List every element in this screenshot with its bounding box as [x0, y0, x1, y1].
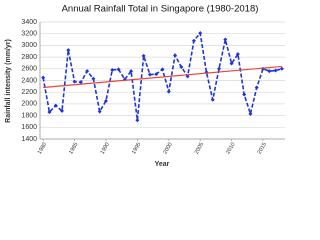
y-tick-label: 2600	[21, 66, 37, 73]
y-tick-label: 1800	[21, 112, 37, 119]
data-point	[97, 109, 102, 114]
data-point	[147, 72, 152, 77]
y-tick-label: 2400	[21, 77, 37, 84]
x-tick-label: 2015	[257, 142, 268, 156]
data-point	[160, 67, 165, 72]
y-tick-label: 1600	[21, 124, 37, 131]
data-point	[91, 76, 96, 81]
data-point	[103, 98, 108, 103]
page: {"chart_data": {"type": "line", "title":…	[4, 3, 285, 168]
x-tick-label: 1980	[37, 142, 48, 156]
data-point	[129, 69, 134, 74]
trend-line	[43, 65, 282, 89]
data-point	[248, 111, 253, 116]
chart: Annual Rainfall Total in Singapore (1980…	[5, 4, 285, 168]
x-tick-label: 2000	[162, 142, 173, 156]
data-point	[59, 108, 64, 113]
data-point	[173, 53, 178, 58]
data-point	[198, 31, 203, 36]
data-point	[267, 69, 272, 74]
y-tick-label: 1400	[21, 136, 37, 143]
x-tick-label: 1995	[131, 142, 142, 156]
y-tick-label: 3000	[21, 42, 37, 49]
y-axis-title: Rainfall intensity (mm/yr)	[5, 39, 12, 123]
x-tick-label: 1990	[100, 142, 111, 156]
data-point	[166, 89, 171, 94]
y-tick-label: 3400	[21, 19, 37, 26]
x-tick-label: 2005	[194, 142, 205, 156]
data-point	[85, 69, 90, 74]
data-point	[210, 97, 215, 102]
data-point	[242, 92, 247, 97]
data-point	[47, 110, 52, 115]
data-point	[179, 65, 184, 70]
data-point	[229, 61, 234, 66]
data-point	[223, 37, 228, 42]
data-point	[66, 48, 71, 53]
data-point	[53, 103, 58, 108]
data-point	[116, 67, 121, 72]
data-point	[254, 85, 259, 90]
x-axis-title: Year	[155, 161, 170, 168]
data-point	[141, 53, 146, 58]
data-point	[78, 80, 83, 85]
y-tick-label: 2200	[21, 89, 37, 96]
y-tick-label: 2000	[21, 101, 37, 108]
data-point	[135, 118, 140, 123]
data-point	[41, 75, 46, 80]
data-point	[279, 66, 284, 71]
data-point	[110, 67, 115, 72]
chart-title: Annual Rainfall Total in Singapore (1980…	[62, 4, 259, 15]
x-tick-label: 1985	[68, 142, 79, 156]
y-tick-label: 3200	[21, 31, 37, 38]
data-point	[273, 68, 278, 73]
data-point	[235, 52, 240, 57]
y-tick-label: 2800	[21, 54, 37, 61]
x-tick-label: 2010	[225, 142, 236, 156]
data-point	[154, 72, 159, 77]
data-point	[72, 79, 77, 84]
data-point	[217, 66, 222, 71]
data-point	[191, 38, 196, 43]
